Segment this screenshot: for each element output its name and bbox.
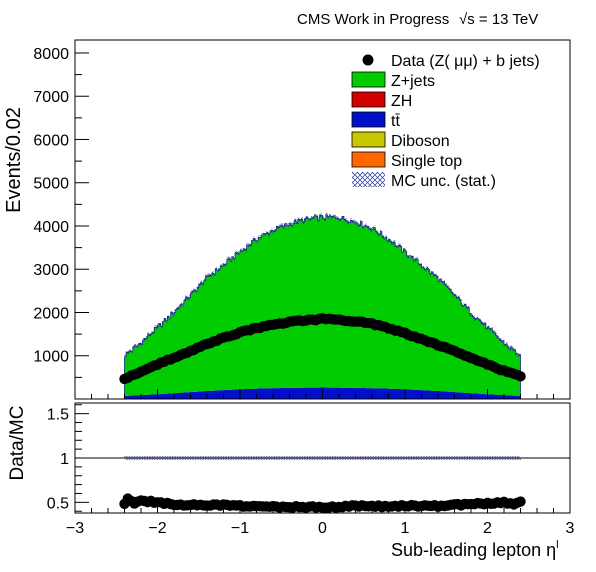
- x-tick-label: −3: [66, 520, 84, 537]
- ratio-x-axis: −3 −2 −1 0 1 2 3: [66, 503, 575, 537]
- legend-hatch: [352, 172, 385, 187]
- legend-label: tt̄: [391, 113, 400, 130]
- main-x-ticks: [74, 389, 571, 399]
- legend-swatch: [351, 91, 386, 108]
- ratio-points: [119, 493, 526, 513]
- ratio-point: [515, 496, 526, 507]
- legend-entry: Data (Z( μμ) + b jets): [362, 53, 540, 70]
- legend-swatch: [351, 151, 386, 168]
- legend-label: Z+jets: [391, 73, 435, 90]
- ratio-y-tick-label: 1.5: [47, 407, 69, 424]
- legend-label: Diboson: [391, 133, 450, 150]
- ratio-y-axis-label: Data/MC: [7, 406, 28, 481]
- data-points: [119, 313, 526, 385]
- y-tick-label: 7000: [33, 89, 69, 106]
- stack-z-jets: [124, 214, 521, 396]
- y-tick-label: 1000: [33, 349, 69, 366]
- x-tick-label: 1: [401, 520, 410, 537]
- data-point: [515, 371, 526, 382]
- x-tick-label: 2: [483, 520, 492, 537]
- legend-label: Single top: [391, 153, 462, 170]
- mc-total-outline: [124, 214, 521, 399]
- x-tick-label: 3: [566, 520, 575, 537]
- y-tick-label: 8000: [33, 46, 69, 63]
- legend-swatch: [351, 111, 386, 128]
- y-tick-label: 6000: [33, 132, 69, 149]
- legend-label: Data (Z( μμ) + b jets): [391, 53, 540, 70]
- ratio-panel: 0.5 1 1.5 −3 −2 −1 0 1 2 3 Data/MC Sub-leading l…: [7, 402, 575, 560]
- legend-swatch: [351, 131, 386, 148]
- stacked-histograms: [124, 212, 521, 399]
- y-tick-label: 3000: [33, 262, 69, 279]
- experiment-label: CMS Work in Progress: [297, 11, 449, 28]
- ratio-y-tick-label: 0.5: [47, 495, 69, 512]
- mc-uncertainty-hatch: [124, 212, 521, 359]
- main-y-axis: 1000 2000 3000 4000 5000 6000 7000 8000: [33, 46, 89, 378]
- legend-entry: Single top: [351, 151, 462, 170]
- legend-swatch: [351, 71, 386, 88]
- legend-entry: Z+jets: [351, 71, 435, 90]
- y-tick-label: 5000: [33, 176, 69, 193]
- y-tick-label: 2000: [33, 305, 69, 322]
- legend-marker: [362, 54, 374, 66]
- legend-entry: tt̄: [351, 111, 400, 130]
- legend-label: ZH: [391, 93, 412, 110]
- legend: Data (Z( μμ) + b jets) Z+jets ZH tt̄ Diboson…: [351, 53, 540, 190]
- legend-entry: ZH: [351, 91, 412, 110]
- energy-label: √s = 13 TeV: [459, 11, 538, 28]
- ratio-y-tick-label: 1: [60, 451, 69, 468]
- main-panel: 1000 2000 3000 4000 5000 6000 7000 8000 Events/…: [3, 39, 571, 400]
- legend-label: MC unc. (stat.): [391, 173, 496, 190]
- legend-entry: Diboson: [351, 131, 450, 150]
- y-tick-label: 4000: [33, 219, 69, 236]
- x-tick-label: −1: [231, 520, 249, 537]
- main-y-axis-label: Events/0.02: [3, 107, 25, 213]
- x-tick-label: −2: [148, 520, 166, 537]
- x-tick-label: 0: [318, 520, 327, 537]
- x-axis-label: Sub-leading lepton ηl: [391, 539, 559, 560]
- legend-entry: MC unc. (stat.): [352, 172, 496, 190]
- ratio-y-axis: 0.5 1 1.5: [47, 404, 89, 512]
